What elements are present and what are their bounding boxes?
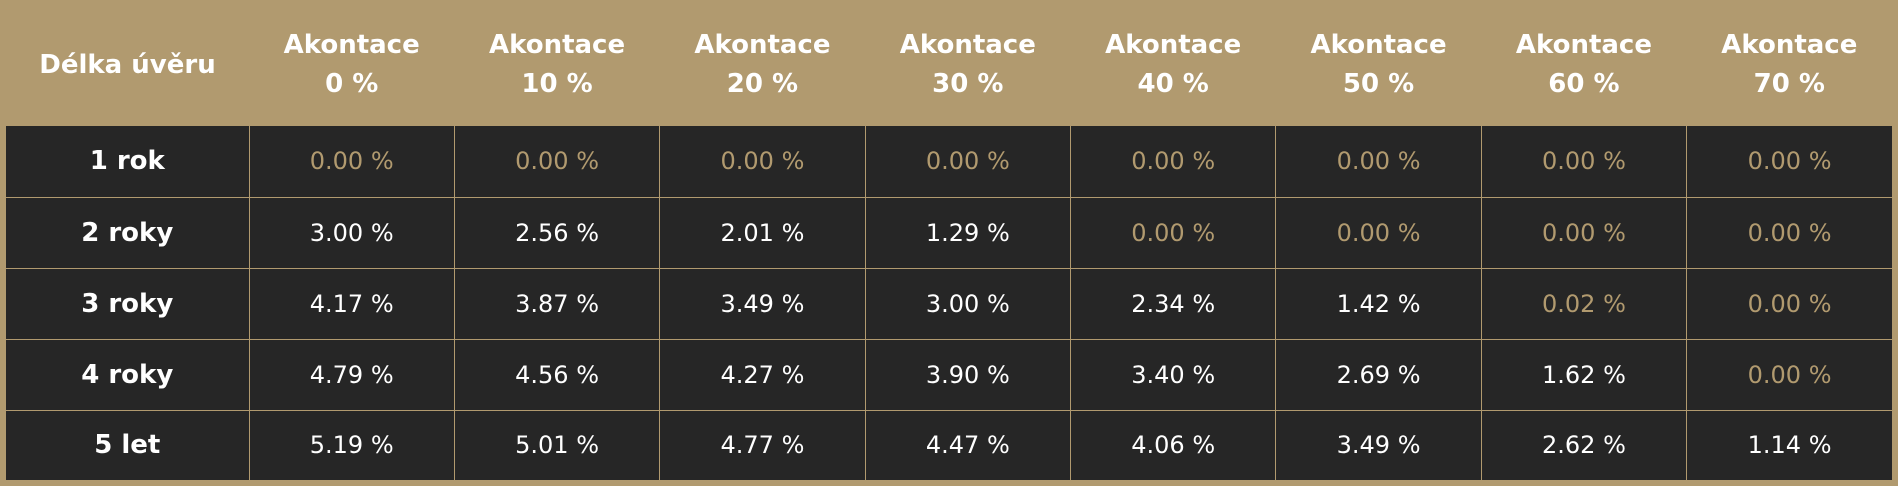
rate-cell: 0.00 %: [1069, 126, 1277, 198]
rate-cell: 4.06 %: [1069, 409, 1277, 483]
header-downpayment-20: Akontace 20 %: [659, 4, 866, 126]
header-percent: 20 %: [726, 69, 799, 99]
rate-cell: 0.00 %: [659, 126, 866, 198]
header-label: Akontace: [1515, 30, 1652, 60]
rate-cell: 0.00 %: [1686, 267, 1892, 340]
header-percent: 0 %: [325, 69, 379, 99]
rate-cell: 3.49 %: [1275, 409, 1482, 483]
rate-cell: 3.00 %: [864, 267, 1072, 340]
rate-cell: 1.29 %: [864, 196, 1072, 269]
row-label-3-roky: 3 roky: [6, 267, 250, 340]
row-label-5-let: 5 let: [6, 409, 250, 483]
header-downpayment-40: Akontace 40 %: [1070, 4, 1276, 126]
header-label: Akontace: [694, 30, 831, 60]
rate-cell: 2.62 %: [1480, 409, 1688, 483]
rate-cell: 0.00 %: [1480, 196, 1688, 269]
rate-cell: 2.69 %: [1275, 338, 1482, 411]
header-percent: 40 %: [1137, 69, 1209, 99]
rate-cell: 4.77 %: [659, 409, 866, 483]
rate-cell: 3.00 %: [248, 196, 455, 269]
rate-cell: 0.00 %: [1069, 196, 1277, 269]
header-percent: 70 %: [1753, 69, 1825, 99]
rate-cell: 4.17 %: [248, 267, 455, 340]
header-downpayment-60: Akontace 60 %: [1481, 4, 1687, 126]
row-label-2-roky: 2 roky: [6, 196, 250, 269]
header-downpayment-30: Akontace 30 %: [865, 4, 1071, 126]
rate-cell: 0.00 %: [1480, 126, 1688, 198]
header-percent: 10 %: [521, 69, 593, 99]
header-label: Akontace: [1105, 30, 1242, 60]
header-downpayment-10: Akontace 10 %: [454, 4, 660, 126]
rate-cell: 0.00 %: [453, 126, 661, 198]
rate-cell: 1.62 %: [1480, 338, 1688, 411]
header-label: Akontace: [283, 30, 420, 60]
rate-cell: 0.00 %: [248, 126, 455, 198]
rate-cell: 2.01 %: [659, 196, 866, 269]
table-row: 1 rok 0.00 % 0.00 % 0.00 % 0.00 % 0.00 %…: [6, 126, 1892, 198]
header-percent: 60 %: [1548, 69, 1620, 99]
rate-cell: 5.19 %: [248, 409, 455, 483]
table-body: 1 rok 0.00 % 0.00 % 0.00 % 0.00 % 0.00 %…: [6, 126, 1892, 483]
rate-cell: 0.02 %: [1480, 267, 1688, 340]
rate-cell: 2.34 %: [1069, 267, 1277, 340]
header-row: Délka úvěru Akontace 0 % Akontace 10 % Ako…: [6, 4, 1892, 126]
header-percent: 50 %: [1342, 69, 1415, 99]
rate-cell: 3.90 %: [864, 338, 1072, 411]
rate-cell: 3.87 %: [453, 267, 661, 340]
header-label: Akontace: [1310, 30, 1447, 60]
header-downpayment-50: Akontace 50 %: [1275, 4, 1482, 126]
rate-cell: 4.56 %: [453, 338, 661, 411]
interest-rate-table: Délka úvěru Akontace 0 % Akontace 10 % Ako…: [6, 4, 1892, 483]
header-loan-length: Délka úvěru: [6, 4, 249, 126]
table-row: 2 roky 3.00 % 2.56 % 2.01 % 1.29 % 0.00 …: [6, 196, 1892, 269]
rate-cell: 0.00 %: [1686, 196, 1892, 269]
rate-cell: 3.49 %: [659, 267, 866, 340]
rate-cell: 2.56 %: [453, 196, 661, 269]
rate-cell: 3.40 %: [1069, 338, 1277, 411]
header-label: Akontace: [1721, 30, 1858, 60]
rate-cell: 4.79 %: [248, 338, 455, 411]
rate-cell: 1.42 %: [1275, 267, 1482, 340]
rate-cell: 5.01 %: [453, 409, 661, 483]
header-label: Akontace: [489, 30, 626, 60]
rate-cell: 0.00 %: [864, 126, 1072, 198]
table-row: 4 roky 4.79 % 4.56 % 4.27 % 3.90 % 3.40 …: [6, 338, 1892, 411]
header-downpayment-70: Akontace 70 %: [1686, 4, 1892, 126]
rate-cell: 1.14 %: [1686, 409, 1892, 483]
table-row: 3 roky 4.17 % 3.87 % 3.49 % 3.00 % 2.34 …: [6, 267, 1892, 340]
rate-cell: 4.27 %: [659, 338, 866, 411]
header-percent: 30 %: [932, 69, 1004, 99]
row-label-1-rok: 1 rok: [6, 126, 250, 198]
header-label: Akontace: [899, 30, 1036, 60]
rate-cell: 0.00 %: [1686, 338, 1892, 411]
rate-cell: 4.47 %: [864, 409, 1072, 483]
table-row: 5 let 5.19 % 5.01 % 4.77 % 4.47 % 4.06 %…: [6, 409, 1892, 483]
rate-cell: 0.00 %: [1686, 126, 1892, 198]
header-downpayment-0: Akontace 0 %: [249, 4, 455, 126]
table-header: Délka úvěru Akontace 0 % Akontace 10 % Ako…: [6, 4, 1892, 126]
row-label-4-roky: 4 roky: [6, 338, 250, 411]
rate-cell: 0.00 %: [1275, 196, 1482, 269]
rate-cell: 0.00 %: [1275, 126, 1482, 198]
